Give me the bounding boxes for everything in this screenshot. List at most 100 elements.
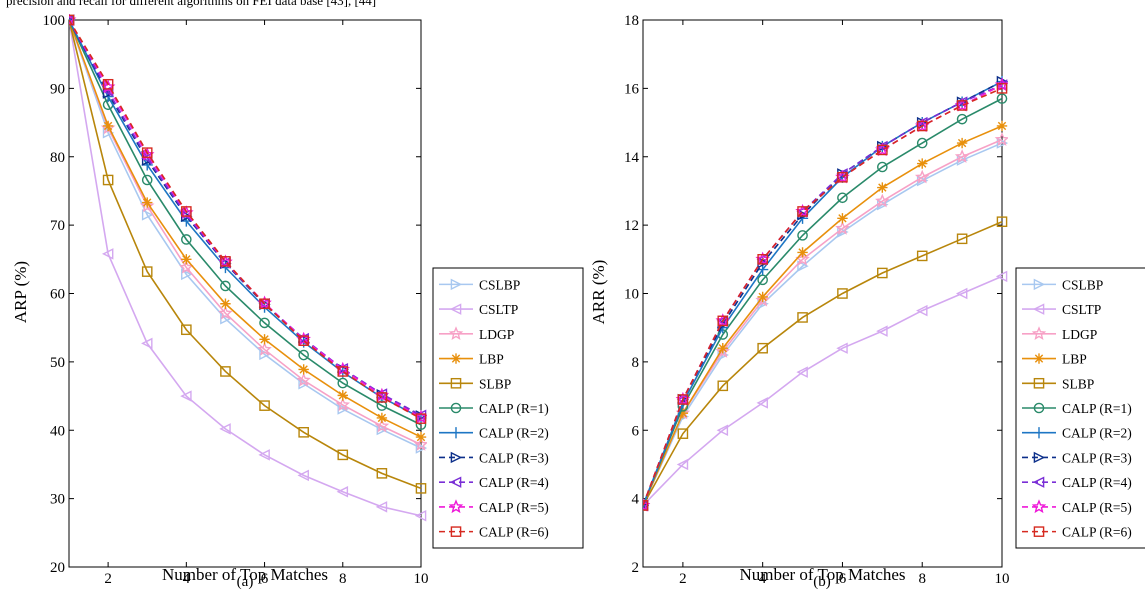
y-tick-label: 12: [624, 218, 639, 234]
x-tick-label: 10: [414, 571, 429, 587]
legend-marker-csltp: [1032, 303, 1045, 315]
data-point-calp-r-6: [69, 14, 75, 26]
data-point-cslbp: [181, 268, 193, 281]
data-point-calp-r-1: [956, 113, 968, 125]
data-point-lbp: [717, 343, 728, 354]
data-point-calp-r-6: [916, 120, 928, 132]
series-line-slbp: [643, 220, 1003, 506]
data-point-lbp: [837, 213, 848, 224]
legend-label-csltp: CSLTP: [1062, 302, 1101, 317]
data-point-calp-r-1: [141, 174, 153, 186]
data-point-ldgp: [296, 372, 311, 387]
data-point-csltp: [219, 423, 231, 435]
data-point-ldgp: [875, 193, 890, 208]
legend-marker-cslbp: [450, 278, 463, 291]
series-line-calp-r-4: [69, 19, 422, 416]
data-point-ldgp: [335, 397, 351, 412]
legend-marker-calp-r-1: [1033, 402, 1045, 414]
legend-marker-csltp: [449, 303, 462, 315]
data-point-slbp: [337, 449, 349, 461]
legend-label-ldgp: LDGP: [1062, 327, 1097, 342]
legend-label-slbp: SLBP: [1062, 376, 1094, 391]
x-tick-label: 8: [339, 571, 347, 587]
legend-marker-calp-r-6: [450, 526, 462, 537]
data-point-calp-r-1: [259, 317, 270, 329]
y-tick-label: 2: [632, 560, 640, 576]
y-axis-label: ARR (%): [589, 260, 608, 325]
data-point-calp-r-1: [757, 274, 768, 286]
data-point-slbp: [259, 400, 270, 411]
data-point-calp-r-6: [677, 394, 689, 405]
legend-marker-calp-r-3: [450, 451, 463, 464]
data-point-ldgp: [139, 198, 155, 213]
data-point-cslbp: [415, 442, 427, 454]
legend-label-calp-r-3: CALP (R=3): [1062, 450, 1132, 465]
data-point-slbp: [102, 174, 114, 186]
data-point-slbp: [956, 233, 968, 245]
data-point-lbp: [142, 197, 153, 208]
data-point-calp-r-6: [220, 256, 231, 267]
data-point-calp-r-6: [415, 413, 427, 424]
data-point-csltp: [756, 397, 768, 409]
legend-marker-calp-r-2: [450, 427, 462, 439]
data-point-calp-r-6: [259, 298, 270, 310]
data-point-calp-r-1: [877, 161, 888, 173]
x-tick-label: 6: [839, 571, 847, 587]
data-point-slbp: [797, 312, 808, 323]
panel-a-chart: 2 4 6 8 10 20 30 40 50 60 70 80 90 100 Number of Top M…: [11, 13, 584, 590]
data-point-lbp: [797, 247, 808, 258]
y-tick-label: 18: [624, 13, 639, 29]
data-point-slbp: [996, 216, 1008, 228]
series-group: [69, 14, 427, 522]
legend-marker-calp-r-5: [1031, 499, 1047, 514]
data-point-lbp: [877, 182, 888, 193]
data-point-csltp: [180, 390, 192, 402]
data-point-slbp: [220, 366, 231, 377]
data-point-ldgp: [954, 149, 970, 163]
data-point-calp-r-6: [298, 335, 309, 346]
x-axis-label: Number of Top Matches: [162, 565, 328, 584]
data-point-ldgp: [413, 436, 427, 451]
data-point-calp-r-6: [996, 83, 1008, 94]
data-point-calp-r-6: [877, 144, 888, 156]
series-line-lbp: [643, 125, 1003, 506]
series-line-csltp: [69, 19, 422, 517]
x-axis-label: Number of Top Matches: [739, 565, 905, 584]
legend-label-calp-r-1: CALP (R=1): [479, 401, 549, 416]
series-line-ldgp: [69, 19, 422, 446]
legend-a: CSLBP CSLTP LDGP LBP SLBP CALP (R=1) CALP (R=2…: [432, 267, 584, 549]
data-point-lbp: [996, 120, 1008, 132]
data-point-calp-r-6: [376, 392, 388, 403]
y-tick-label: 20: [50, 560, 65, 576]
data-point-calp-r-1: [337, 377, 349, 389]
y-tick-label: 50: [50, 355, 65, 371]
y-tick-label: 10: [624, 287, 639, 303]
y-tick-label: 70: [50, 218, 65, 234]
data-point-csltp: [258, 449, 270, 461]
data-point-ldgp: [218, 305, 233, 320]
data-point-lbp: [220, 298, 231, 309]
series-line-slbp: [69, 19, 422, 490]
y-axis-label: ARP (%): [11, 261, 30, 323]
data-point-cslbp: [996, 137, 1008, 149]
data-point-ldgp: [374, 418, 390, 433]
data-point-lbp: [917, 158, 928, 169]
series-line-cslbp: [643, 142, 1003, 506]
data-point-calp-r-4: [141, 152, 153, 164]
data-point-slbp: [757, 342, 768, 354]
data-point-lbp: [956, 137, 968, 149]
legend-label-calp-r-6: CALP (R=6): [479, 525, 549, 540]
data-point-slbp: [916, 250, 928, 262]
series-line-calp-r-2: [69, 19, 422, 419]
data-point-calp-r-1: [837, 192, 848, 204]
x-tick-label: 8: [918, 571, 926, 587]
legend-label-calp-r-4: CALP (R=4): [479, 475, 549, 490]
series-line-calp-r-3: [69, 19, 422, 417]
y-tick-label: 80: [50, 150, 65, 166]
y-tick-label: 100: [43, 13, 66, 29]
data-point-cslbp: [797, 260, 809, 272]
legend-label-calp-r-5: CALP (R=5): [479, 500, 549, 515]
data-point-csltp: [336, 486, 349, 498]
legend-label-lbp: LBP: [479, 352, 504, 367]
data-point-csltp: [676, 458, 689, 471]
